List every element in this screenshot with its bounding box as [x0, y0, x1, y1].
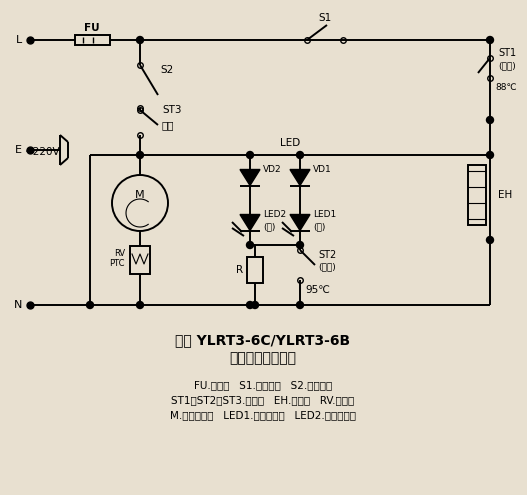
- Circle shape: [136, 301, 143, 308]
- Text: RV: RV: [114, 249, 125, 258]
- Circle shape: [486, 116, 493, 123]
- Text: (绿): (绿): [263, 222, 276, 231]
- Circle shape: [486, 151, 493, 158]
- Circle shape: [247, 151, 253, 158]
- Text: M.压缩机电机   LED1.加热指示灯   LED2.制冷指示灯: M.压缩机电机 LED1.加热指示灯 LED2.制冷指示灯: [170, 410, 356, 420]
- Polygon shape: [240, 214, 260, 231]
- Bar: [468, 165, 486, 225]
- Circle shape: [486, 237, 493, 244]
- Text: FU.燔断器   S1.加热开关   S2.制冷开关: FU.燔断器 S1.加热开关 S2.制冷开关: [194, 380, 332, 390]
- Text: E: E: [15, 145, 22, 155]
- Text: 95℃: 95℃: [305, 285, 330, 295]
- Text: LED: LED: [280, 138, 300, 148]
- Text: 冷热饮水机电路图: 冷热饮水机电路图: [229, 351, 297, 365]
- Text: PTC: PTC: [110, 259, 125, 268]
- Text: S1: S1: [318, 13, 331, 23]
- Circle shape: [486, 37, 493, 44]
- Text: 88℃: 88℃: [495, 84, 516, 93]
- Text: VD2: VD2: [263, 165, 281, 174]
- Text: ST1: ST1: [498, 48, 516, 58]
- Text: LED1: LED1: [313, 210, 336, 219]
- Circle shape: [136, 37, 143, 44]
- Bar: [130, 246, 150, 274]
- Text: ~220V: ~220V: [25, 147, 61, 157]
- Polygon shape: [290, 169, 310, 186]
- Text: 美的 YLRT3-6C/YLRT3-6B: 美的 YLRT3-6C/YLRT3-6B: [175, 333, 350, 347]
- Text: R: R: [236, 265, 243, 275]
- Text: (红): (红): [313, 222, 325, 231]
- Circle shape: [297, 151, 304, 158]
- Circle shape: [251, 301, 259, 308]
- Text: ST2: ST2: [318, 250, 336, 260]
- Polygon shape: [290, 214, 310, 231]
- Text: ST1、ST2、ST3.温控器   EH.发热器   RV.启动器: ST1、ST2、ST3.温控器 EH.发热器 RV.启动器: [171, 395, 355, 405]
- Circle shape: [247, 242, 253, 248]
- Text: (手动): (手动): [318, 262, 336, 271]
- Text: (自动): (自动): [498, 61, 516, 70]
- Circle shape: [297, 301, 304, 308]
- Text: 制冷: 制冷: [162, 120, 174, 130]
- Text: VD1: VD1: [313, 165, 332, 174]
- Text: M: M: [135, 190, 145, 200]
- Circle shape: [247, 301, 253, 308]
- Text: N: N: [14, 300, 22, 310]
- Text: S2: S2: [160, 65, 173, 75]
- Circle shape: [136, 151, 143, 158]
- Circle shape: [297, 242, 304, 248]
- Text: LED2: LED2: [263, 210, 286, 219]
- Text: EH: EH: [498, 190, 512, 200]
- Polygon shape: [240, 169, 260, 186]
- Text: ST3: ST3: [162, 105, 181, 115]
- Text: FU: FU: [84, 23, 100, 33]
- Circle shape: [86, 301, 93, 308]
- Text: L: L: [16, 35, 22, 45]
- Bar: [247, 257, 263, 283]
- Bar: [75, 35, 110, 45]
